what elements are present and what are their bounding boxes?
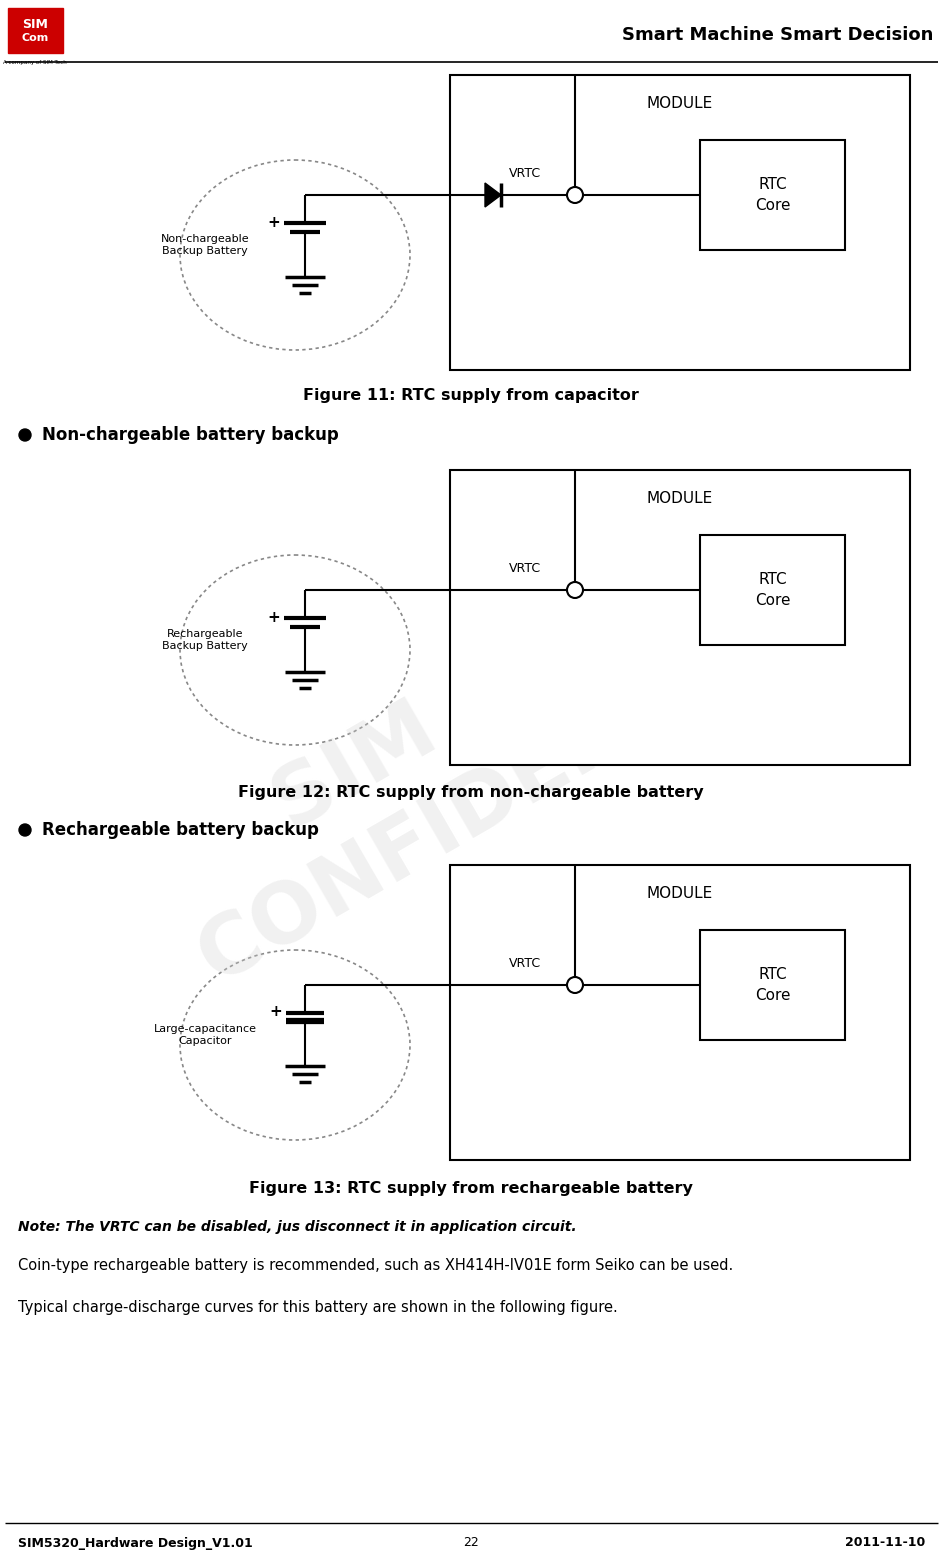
Text: Large-capacitance
Capacitor: Large-capacitance Capacitor: [154, 1024, 256, 1046]
Text: Coin-type rechargeable battery is recommended, such as XH414H-IV01E form Seiko c: Coin-type rechargeable battery is recomm…: [18, 1258, 734, 1274]
Text: Figure 11: RTC supply from capacitor: Figure 11: RTC supply from capacitor: [303, 387, 639, 403]
Bar: [700, 140, 845, 250]
Text: Smart Machine Smart Decision: Smart Machine Smart Decision: [621, 27, 933, 44]
Text: SIM: SIM: [22, 17, 48, 31]
Text: VRTC: VRTC: [509, 167, 541, 180]
Text: A company of SIM Tech: A company of SIM Tech: [3, 59, 67, 64]
Bar: [8, 8, 63, 53]
Bar: [700, 535, 845, 645]
Text: +: +: [268, 609, 280, 624]
Text: VRTC: VRTC: [509, 957, 541, 969]
Text: +: +: [270, 1004, 282, 1018]
Text: RTC
Core: RTC Core: [754, 966, 790, 1004]
Text: Typical charge-discharge curves for this battery are shown in the following figu: Typical charge-discharge curves for this…: [18, 1300, 618, 1314]
Text: VRTC: VRTC: [509, 562, 541, 574]
Text: Non-chargeable battery backup: Non-chargeable battery backup: [42, 426, 339, 443]
Circle shape: [567, 187, 583, 203]
Text: Com: Com: [22, 33, 49, 44]
Text: Note: The VRTC can be disabled, jus disconnect it in application circuit.: Note: The VRTC can be disabled, jus disc…: [18, 1221, 576, 1235]
Text: RTC
Core: RTC Core: [754, 571, 790, 607]
Text: +: +: [268, 214, 280, 229]
Text: Figure 12: RTC supply from non-chargeable battery: Figure 12: RTC supply from non-chargeabl…: [239, 785, 703, 799]
Text: Rechargeable
Backup Battery: Rechargeable Backup Battery: [162, 629, 248, 651]
Bar: [450, 470, 910, 765]
Text: Rechargeable battery backup: Rechargeable battery backup: [42, 821, 319, 838]
Text: SIM Com
CONFIDENTIAL: SIM Com CONFIDENTIAL: [137, 501, 823, 999]
Text: I: I: [304, 237, 306, 250]
Text: RTC
Core: RTC Core: [754, 176, 790, 212]
Bar: [450, 865, 910, 1160]
Polygon shape: [485, 183, 501, 208]
Circle shape: [19, 429, 31, 442]
Text: Non-chargeable
Backup Battery: Non-chargeable Backup Battery: [160, 234, 249, 256]
Circle shape: [567, 977, 583, 993]
Text: 22: 22: [463, 1536, 479, 1550]
Text: SIM5320_Hardware Design_V1.01: SIM5320_Hardware Design_V1.01: [18, 1536, 253, 1550]
Bar: [450, 75, 910, 370]
Text: Figure 13: RTC supply from rechargeable battery: Figure 13: RTC supply from rechargeable …: [249, 1180, 693, 1196]
Text: I: I: [304, 632, 306, 646]
Text: 2011-11-10: 2011-11-10: [845, 1536, 925, 1550]
Circle shape: [19, 824, 31, 837]
Circle shape: [567, 582, 583, 598]
Text: MODULE: MODULE: [647, 490, 713, 506]
Text: MODULE: MODULE: [647, 95, 713, 111]
Bar: [700, 930, 845, 1040]
Text: MODULE: MODULE: [647, 885, 713, 901]
